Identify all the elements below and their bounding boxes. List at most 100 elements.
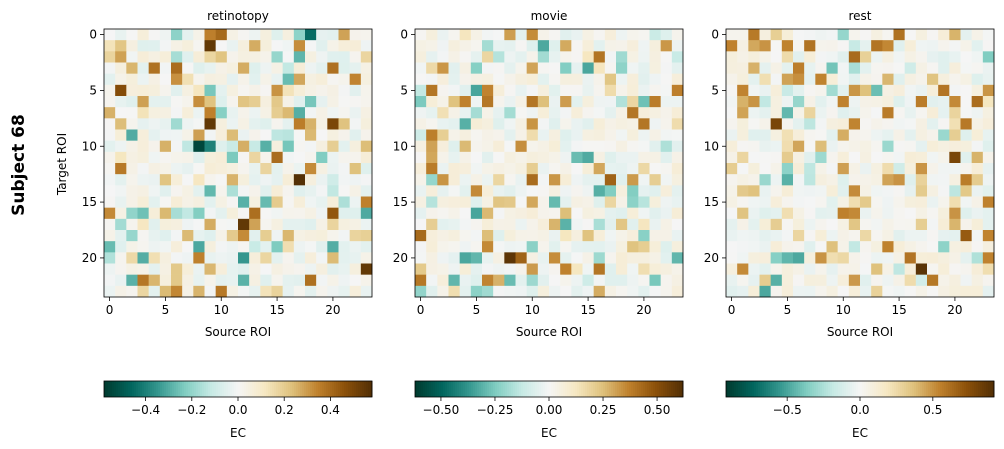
heatmap-cell [470, 252, 483, 264]
heatmap-cell [215, 129, 228, 141]
heatmap-cell [804, 163, 816, 175]
colorbar-segment [242, 381, 245, 397]
heatmap-cell [927, 129, 939, 141]
colorbar-segment [794, 381, 797, 397]
y-tick-label: 0 [400, 28, 408, 42]
heatmap-cell [871, 252, 883, 264]
heatmap-cell [159, 29, 172, 41]
colorbar-segment [872, 381, 875, 397]
heatmap-cell [182, 207, 194, 220]
heatmap-cell [215, 263, 228, 275]
heatmap-cell [504, 140, 516, 153]
heatmap-cell [904, 218, 917, 231]
heatmap-cell [148, 263, 161, 275]
heatmap-cell [148, 62, 161, 74]
heatmap-cell [770, 252, 783, 264]
heatmap-cell [215, 185, 228, 197]
heatmap-cell [426, 185, 438, 197]
colorbar-segment [172, 381, 175, 397]
heatmap-cell [649, 207, 661, 220]
heatmap-cell [826, 129, 838, 141]
heatmap-cell [249, 140, 261, 153]
plot-frame [103, 28, 373, 298]
heatmap-cell [115, 230, 127, 242]
heatmap-cell [893, 40, 905, 52]
y-tick-label: 20 [82, 251, 97, 265]
colorbar-segment [443, 381, 446, 397]
heatmap-cell [437, 185, 449, 197]
heatmap-cell [748, 129, 760, 141]
heatmap-cell [649, 196, 661, 208]
heatmap-cell [726, 252, 738, 264]
heatmap-cell [882, 263, 894, 275]
heatmap-cell [470, 129, 483, 141]
heatmap-cell [193, 73, 205, 86]
heatmap-cell [316, 151, 328, 164]
heatmap-cell [671, 151, 684, 164]
heatmap-cell [437, 73, 449, 86]
heatmap-cell [915, 151, 928, 164]
heatmap-cell [770, 84, 783, 97]
heatmap-cell [915, 118, 928, 130]
heatmap-cell [549, 274, 561, 287]
colorbar-segment [980, 381, 983, 397]
heatmap-cell [249, 196, 261, 208]
heatmap-cells [415, 29, 684, 298]
heatmap-cell [293, 51, 306, 63]
heatmap-cell [660, 118, 673, 130]
heatmap-cell [660, 230, 673, 242]
heatmap-cell [316, 84, 328, 97]
heatmap-cell [470, 285, 483, 298]
heatmap-cell [604, 62, 617, 74]
heatmap-cell [470, 51, 483, 63]
heatmap-cell [104, 73, 116, 86]
heatmap-cell [848, 129, 861, 141]
heatmap-cell [971, 118, 984, 130]
y-tick-label: 10 [82, 139, 97, 153]
heatmap-cell [305, 96, 317, 108]
heatmap-cell [426, 151, 438, 164]
colorbar-segment [246, 381, 249, 397]
heatmap-cell [781, 118, 794, 130]
colorbar-segment [581, 381, 584, 397]
heatmap-cell [638, 107, 650, 119]
heatmap-cell [215, 230, 228, 242]
heatmap-cell [137, 274, 149, 287]
heatmap-cell [316, 218, 328, 231]
heatmap-cell [115, 174, 127, 186]
colorbar-segment [607, 381, 610, 397]
heatmap-cell [737, 40, 749, 52]
heatmap-cell [604, 252, 617, 264]
colorbar-segment [962, 381, 965, 397]
x-tick-label: 10 [836, 303, 851, 317]
heatmap-cell [960, 151, 972, 164]
heatmap-cell [260, 196, 272, 208]
heatmap-cell [537, 51, 550, 63]
heatmap-cell [949, 40, 961, 52]
heatmap-cell [437, 151, 449, 164]
heatmap-cell [560, 51, 572, 63]
heatmap-cell [748, 51, 760, 63]
heatmap-cell [415, 163, 427, 175]
heatmap-cell [316, 40, 328, 52]
heatmap-cell [949, 285, 961, 298]
colorbar-segment [192, 381, 195, 397]
heatmap-cell [305, 163, 317, 175]
heatmap-cell [582, 274, 594, 287]
heatmap-cell [549, 207, 561, 220]
heatmap-cell [826, 285, 838, 298]
heatmap-cell [415, 218, 427, 231]
colorbar-tick-label: −0.5 [773, 403, 802, 417]
heatmap-cell [316, 107, 328, 119]
heatmap-cell [904, 285, 917, 298]
heatmap-cell [137, 174, 149, 186]
colorbar-segment [663, 381, 666, 397]
heatmap-cell [537, 263, 550, 275]
heatmap-cell [938, 218, 950, 231]
colorbar-segment [754, 381, 757, 397]
heatmap-cell [426, 163, 438, 175]
heatmap-cell [493, 29, 505, 41]
heatmap-cell [171, 73, 183, 86]
heatmap-cell [159, 118, 172, 130]
heatmap-cell [305, 84, 317, 97]
